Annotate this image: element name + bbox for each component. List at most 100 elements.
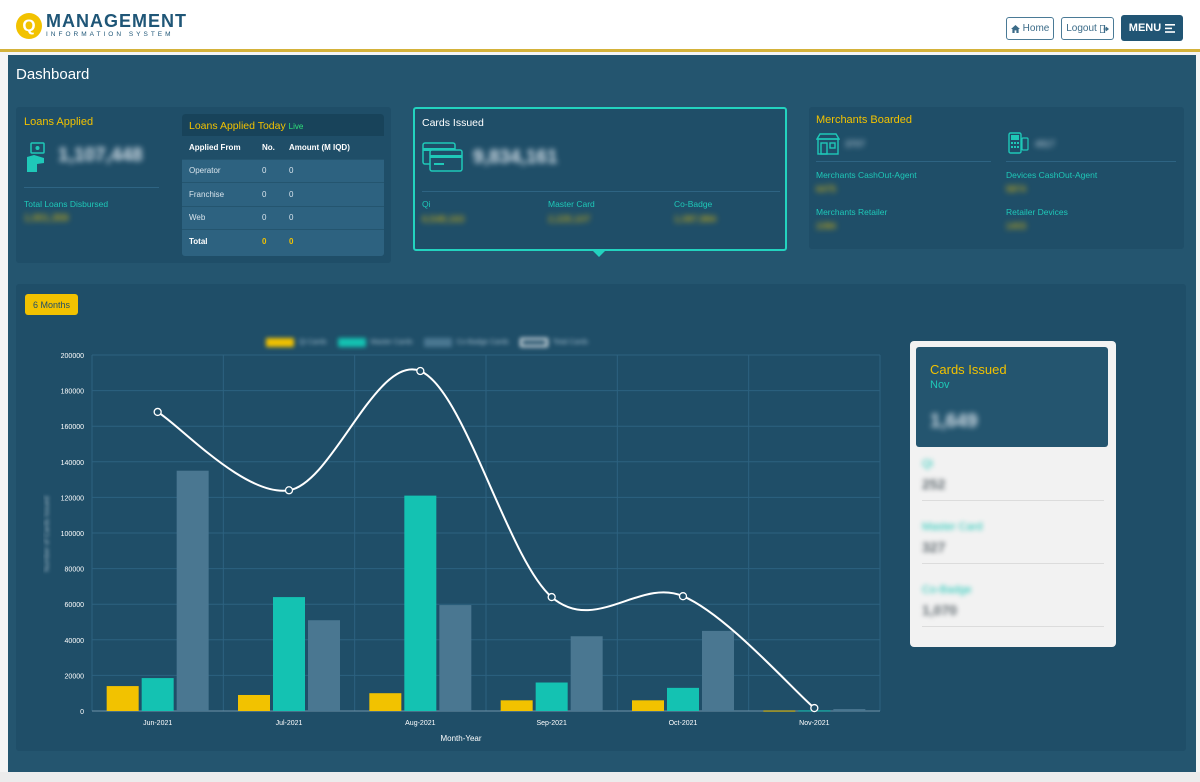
loans-applied-title: Loans Applied (24, 116, 94, 128)
logout-icon (1099, 24, 1109, 33)
selected-card-pointer (592, 250, 606, 257)
x-axis-ticks: Jun-2021 Jul-2021 Aug-2021 Sep-2021 Oct-2021… (143, 720, 830, 727)
x-tick-label: Jul-2021 (276, 720, 303, 727)
devices-cashout-value: 5874 (1006, 184, 1027, 194)
chart-bars (106, 470, 866, 712)
logo-title: MANAGEMENT (46, 11, 187, 31)
loans-applied-value: 1,107,448 (58, 145, 143, 166)
line-point[interactable] (678, 592, 688, 601)
bar-master-cards[interactable] (273, 597, 305, 711)
y-tick-label: 20000 (65, 673, 85, 680)
bar-master-cards[interactable] (667, 687, 699, 711)
line-point[interactable] (416, 366, 425, 376)
bar-qi-cards[interactable] (500, 700, 533, 711)
legend-swatch-master (337, 338, 366, 347)
divider (1006, 161, 1176, 162)
table-cell: 0 (262, 213, 267, 223)
bar-co-badge-cards[interactable] (702, 630, 734, 711)
item-label: Co-Badge (922, 584, 972, 596)
month-detail-panel: Cards Issued Nov 1,649 Qi 252 Master Car… (910, 341, 1116, 647)
menu-button-label: MENU (1128, 22, 1162, 34)
table-row: Web 0 0 (182, 207, 384, 230)
merchants-title: Merchants Boarded (816, 114, 912, 126)
dashboard-main: Dashboard Loans Applied 1,107,448 Total … (8, 55, 1196, 772)
bar-master-cards[interactable] (535, 682, 568, 711)
y-tick-label: 140000 (61, 460, 84, 467)
divider (922, 626, 1104, 627)
table-cell: 0 (262, 166, 267, 176)
menu-button[interactable]: MENU (1121, 15, 1183, 41)
master-card-label: Master Card (548, 199, 595, 209)
chart-grid (91, 354, 881, 712)
app-logo[interactable]: Q MANAGEMENT INFORMATION SYSTEM (16, 12, 187, 39)
x-axis-label: Month-Year (440, 734, 481, 743)
y-axis-label: Number of Cards Issued (44, 496, 51, 572)
line-point[interactable] (810, 703, 819, 713)
y-tick-label: 80000 (65, 567, 85, 574)
loans-disbursed-value: 1,001,359 (24, 213, 69, 224)
line-point[interactable] (547, 592, 556, 602)
bar-master-cards[interactable] (404, 495, 437, 711)
loans-today-table: Loans Applied Today Live Applied From No… (182, 114, 384, 256)
table-row: Franchise 0 0 (182, 183, 384, 207)
divider (922, 500, 1104, 501)
store-icon (816, 133, 840, 155)
table-cell: 0 (289, 166, 294, 176)
home-button[interactable]: Home (1006, 17, 1054, 40)
y-tick-label: 120000 (61, 495, 84, 502)
co-badge-value: 1,087,884 (674, 214, 717, 225)
bar-master-cards[interactable] (141, 678, 174, 711)
y-tick-label: 60000 (65, 602, 85, 609)
cards-chart-panel: 6 Months Qi Cards Master Cards Co-Badge … (16, 284, 1186, 751)
legend-swatch-cobadge (423, 338, 452, 347)
bar-qi-cards[interactable] (632, 700, 664, 711)
divider (816, 161, 991, 162)
table-cell: 0 (289, 189, 294, 199)
merchants-count: 3707 (845, 139, 866, 149)
cashout-agent-value: 6475 (816, 184, 837, 194)
merchants-boarded-card: Merchants Boarded 3707 4917 Merchants Ca… (809, 107, 1184, 249)
retailer-devices-value: 1403 (1006, 221, 1027, 231)
devices-cashout-label: Devices CashOut-Agent (1006, 170, 1098, 180)
bar-qi-cards[interactable] (763, 710, 796, 712)
chart-legend: Qi Cards Master Cards Co-Badge Cards Tot… (266, 338, 588, 347)
month-detail-header: Cards Issued Nov 1,649 (916, 347, 1108, 447)
line-point[interactable] (153, 407, 162, 417)
bar-co-badge-cards[interactable] (570, 636, 603, 711)
table-total-row: Total 0 0 (182, 230, 384, 254)
retailer-value: 1084 (816, 221, 837, 231)
y-tick-label: 180000 (61, 389, 84, 396)
column-header: Amount (M IQD) (289, 142, 350, 152)
table-cell: Operator (189, 166, 221, 176)
column-header: No. (262, 142, 275, 152)
home-button-label: Home (1022, 23, 1050, 34)
bar-qi-cards[interactable] (238, 694, 270, 711)
bar-qi-cards[interactable] (106, 686, 139, 711)
loans-today-header: Loans Applied Today Live (182, 114, 384, 136)
divider (24, 187, 159, 188)
bar-co-badge-cards[interactable] (308, 620, 340, 711)
legend-swatch-qi (266, 338, 294, 347)
six-months-button[interactable]: 6 Months (25, 294, 78, 315)
bar-co-badge-cards[interactable] (176, 470, 209, 711)
logout-button[interactable]: Logout (1061, 17, 1114, 40)
cards-issued-card[interactable]: Cards Issued 9,834,161 Qi 6,548,163 Mast… (413, 107, 787, 251)
logout-button-label: Logout (1066, 23, 1097, 34)
y-axis-ticks: 0 20000 40000 60000 80000 100000 120000 140000 1… (61, 353, 84, 716)
x-tick-label: Oct-2021 (669, 720, 698, 727)
item-value: 252 (922, 476, 946, 492)
bar-co-badge-cards[interactable] (833, 709, 866, 711)
table-cell: 0 (289, 237, 294, 247)
table-cell: 0 (262, 189, 267, 199)
total-cards-line (153, 366, 819, 713)
top-navbar: Q MANAGEMENT INFORMATION SYSTEM Home Log… (0, 0, 1200, 52)
legend-label: Co-Badge Cards (456, 339, 509, 346)
footer-strip (0, 772, 1200, 782)
loans-disbursed-label: Total Loans Disbursed (24, 199, 109, 209)
legend-label: Master Cards (370, 339, 413, 346)
line-point[interactable] (284, 486, 294, 495)
bar-co-badge-cards[interactable] (439, 605, 472, 711)
bar-qi-cards[interactable] (369, 693, 402, 711)
master-card-value: 2,225,107 (548, 214, 591, 225)
table-cell: 0 (262, 237, 267, 247)
